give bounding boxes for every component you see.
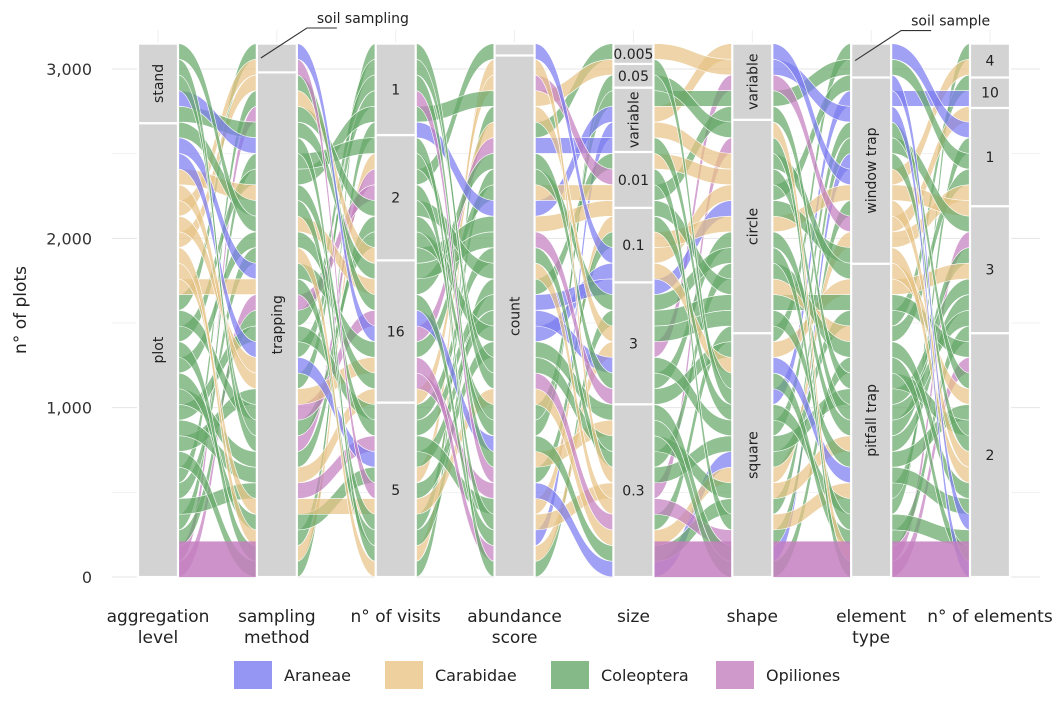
stratum-label: 2 [986, 448, 995, 464]
stratum-1 [968, 106, 1012, 208]
y-tick-label: 2,000 [46, 229, 92, 248]
stratum-label: 2 [391, 191, 400, 207]
flow-layer [177, 43, 971, 578]
stratum-0-005 [612, 42, 655, 66]
stratum-label: 4 [986, 54, 995, 70]
flow-opiliones-base [891, 541, 970, 577]
stratum-2 [968, 332, 1012, 579]
legend-label: Carabidae [435, 666, 517, 685]
legend-swatch [385, 661, 423, 689]
callout-label: soil sample [911, 14, 990, 30]
stratum-label: window trap [864, 127, 880, 213]
y-tick-label: 1,000 [46, 399, 92, 418]
stratum-window-trap [850, 76, 893, 265]
y-tick-label: 0 [82, 568, 92, 587]
flow-opiliones-base [772, 541, 852, 577]
stratum-5 [374, 401, 417, 579]
stratum-label: 5 [391, 483, 400, 499]
stratum-label: square [745, 431, 761, 479]
x-axis-label: sampling [238, 607, 316, 627]
y-tick-label: 3,000 [46, 60, 92, 79]
stratum-soil-sample [850, 42, 893, 79]
stratum-label: 0.3 [622, 484, 644, 500]
stratum-label: 1 [986, 150, 995, 166]
legend-label: Coleoptera [601, 666, 689, 685]
x-axis-label: method [244, 628, 310, 648]
stratum-variable [612, 86, 655, 154]
x-axis-label: n° of elements [927, 607, 1053, 627]
stratum-label: 16 [387, 324, 405, 340]
stratum-unlabeled [493, 42, 536, 57]
legend-swatch [234, 661, 272, 689]
legend-label: Opiliones [766, 666, 840, 685]
x-axis-label: size [617, 607, 650, 627]
legend-swatch [551, 661, 589, 689]
stratum-stand [136, 42, 180, 125]
stratum-variable [731, 42, 774, 121]
legend-swatch [716, 661, 754, 689]
stratum-3 [968, 205, 1012, 335]
x-axis-label: element [836, 607, 906, 627]
stratum-pitfall-trap [850, 262, 893, 579]
stratum-count [493, 54, 536, 579]
stratum-plot [136, 122, 180, 579]
stratum-4 [968, 42, 1012, 79]
stratum-label: 0.005 [613, 47, 653, 63]
flow-opiliones-base [653, 541, 733, 577]
x-axis-label: abundance [467, 607, 562, 627]
stratum-circle [731, 118, 774, 335]
stratum-label: variable [745, 53, 761, 109]
legend-label: Araneae [284, 666, 351, 685]
stratum-label: count [508, 296, 524, 336]
stratum-label: 1 [391, 82, 400, 98]
stratum-label: circle [745, 208, 761, 245]
stratum-label: trapping [270, 295, 286, 354]
stratum-label: 3 [629, 336, 638, 352]
stratum-square [731, 332, 774, 579]
x-axis-label: level [138, 628, 178, 648]
stratum-3 [612, 281, 655, 406]
stratum-label: plot [151, 336, 167, 363]
callout-leader-line [854, 29, 932, 61]
callout-leader-line [260, 27, 337, 59]
stratum-label: variable [626, 92, 642, 148]
callout-label: soil sampling [317, 11, 409, 27]
x-axis-label: n° of visits [351, 607, 441, 627]
y-axis-title: n° of plots [11, 266, 31, 354]
x-axis-label: score [492, 628, 538, 648]
stratum-label: 0.1 [622, 238, 644, 254]
legend: Araneae Carabidae Coleoptera Opiliones [234, 661, 840, 689]
x-axis-label: shape [727, 607, 778, 627]
stratum-soil-sampling [255, 42, 298, 74]
stratum-1 [374, 42, 417, 137]
flow-opiliones-base [178, 541, 257, 577]
stratum-16 [374, 259, 417, 404]
stratum-label: 0.01 [618, 173, 649, 189]
stratum-label: 0.05 [618, 69, 649, 85]
stratum-label: 3 [986, 263, 995, 279]
stratum-label: pitfall trap [864, 384, 880, 457]
x-axis-label: type [852, 628, 890, 648]
stratum-trapping [255, 71, 298, 579]
stratum-0-1 [612, 206, 655, 284]
x-axis-label: aggregation [107, 607, 210, 627]
stratum-label: stand [151, 64, 167, 103]
stratum-label: 10 [981, 86, 999, 102]
strata-layer [136, 42, 1012, 579]
